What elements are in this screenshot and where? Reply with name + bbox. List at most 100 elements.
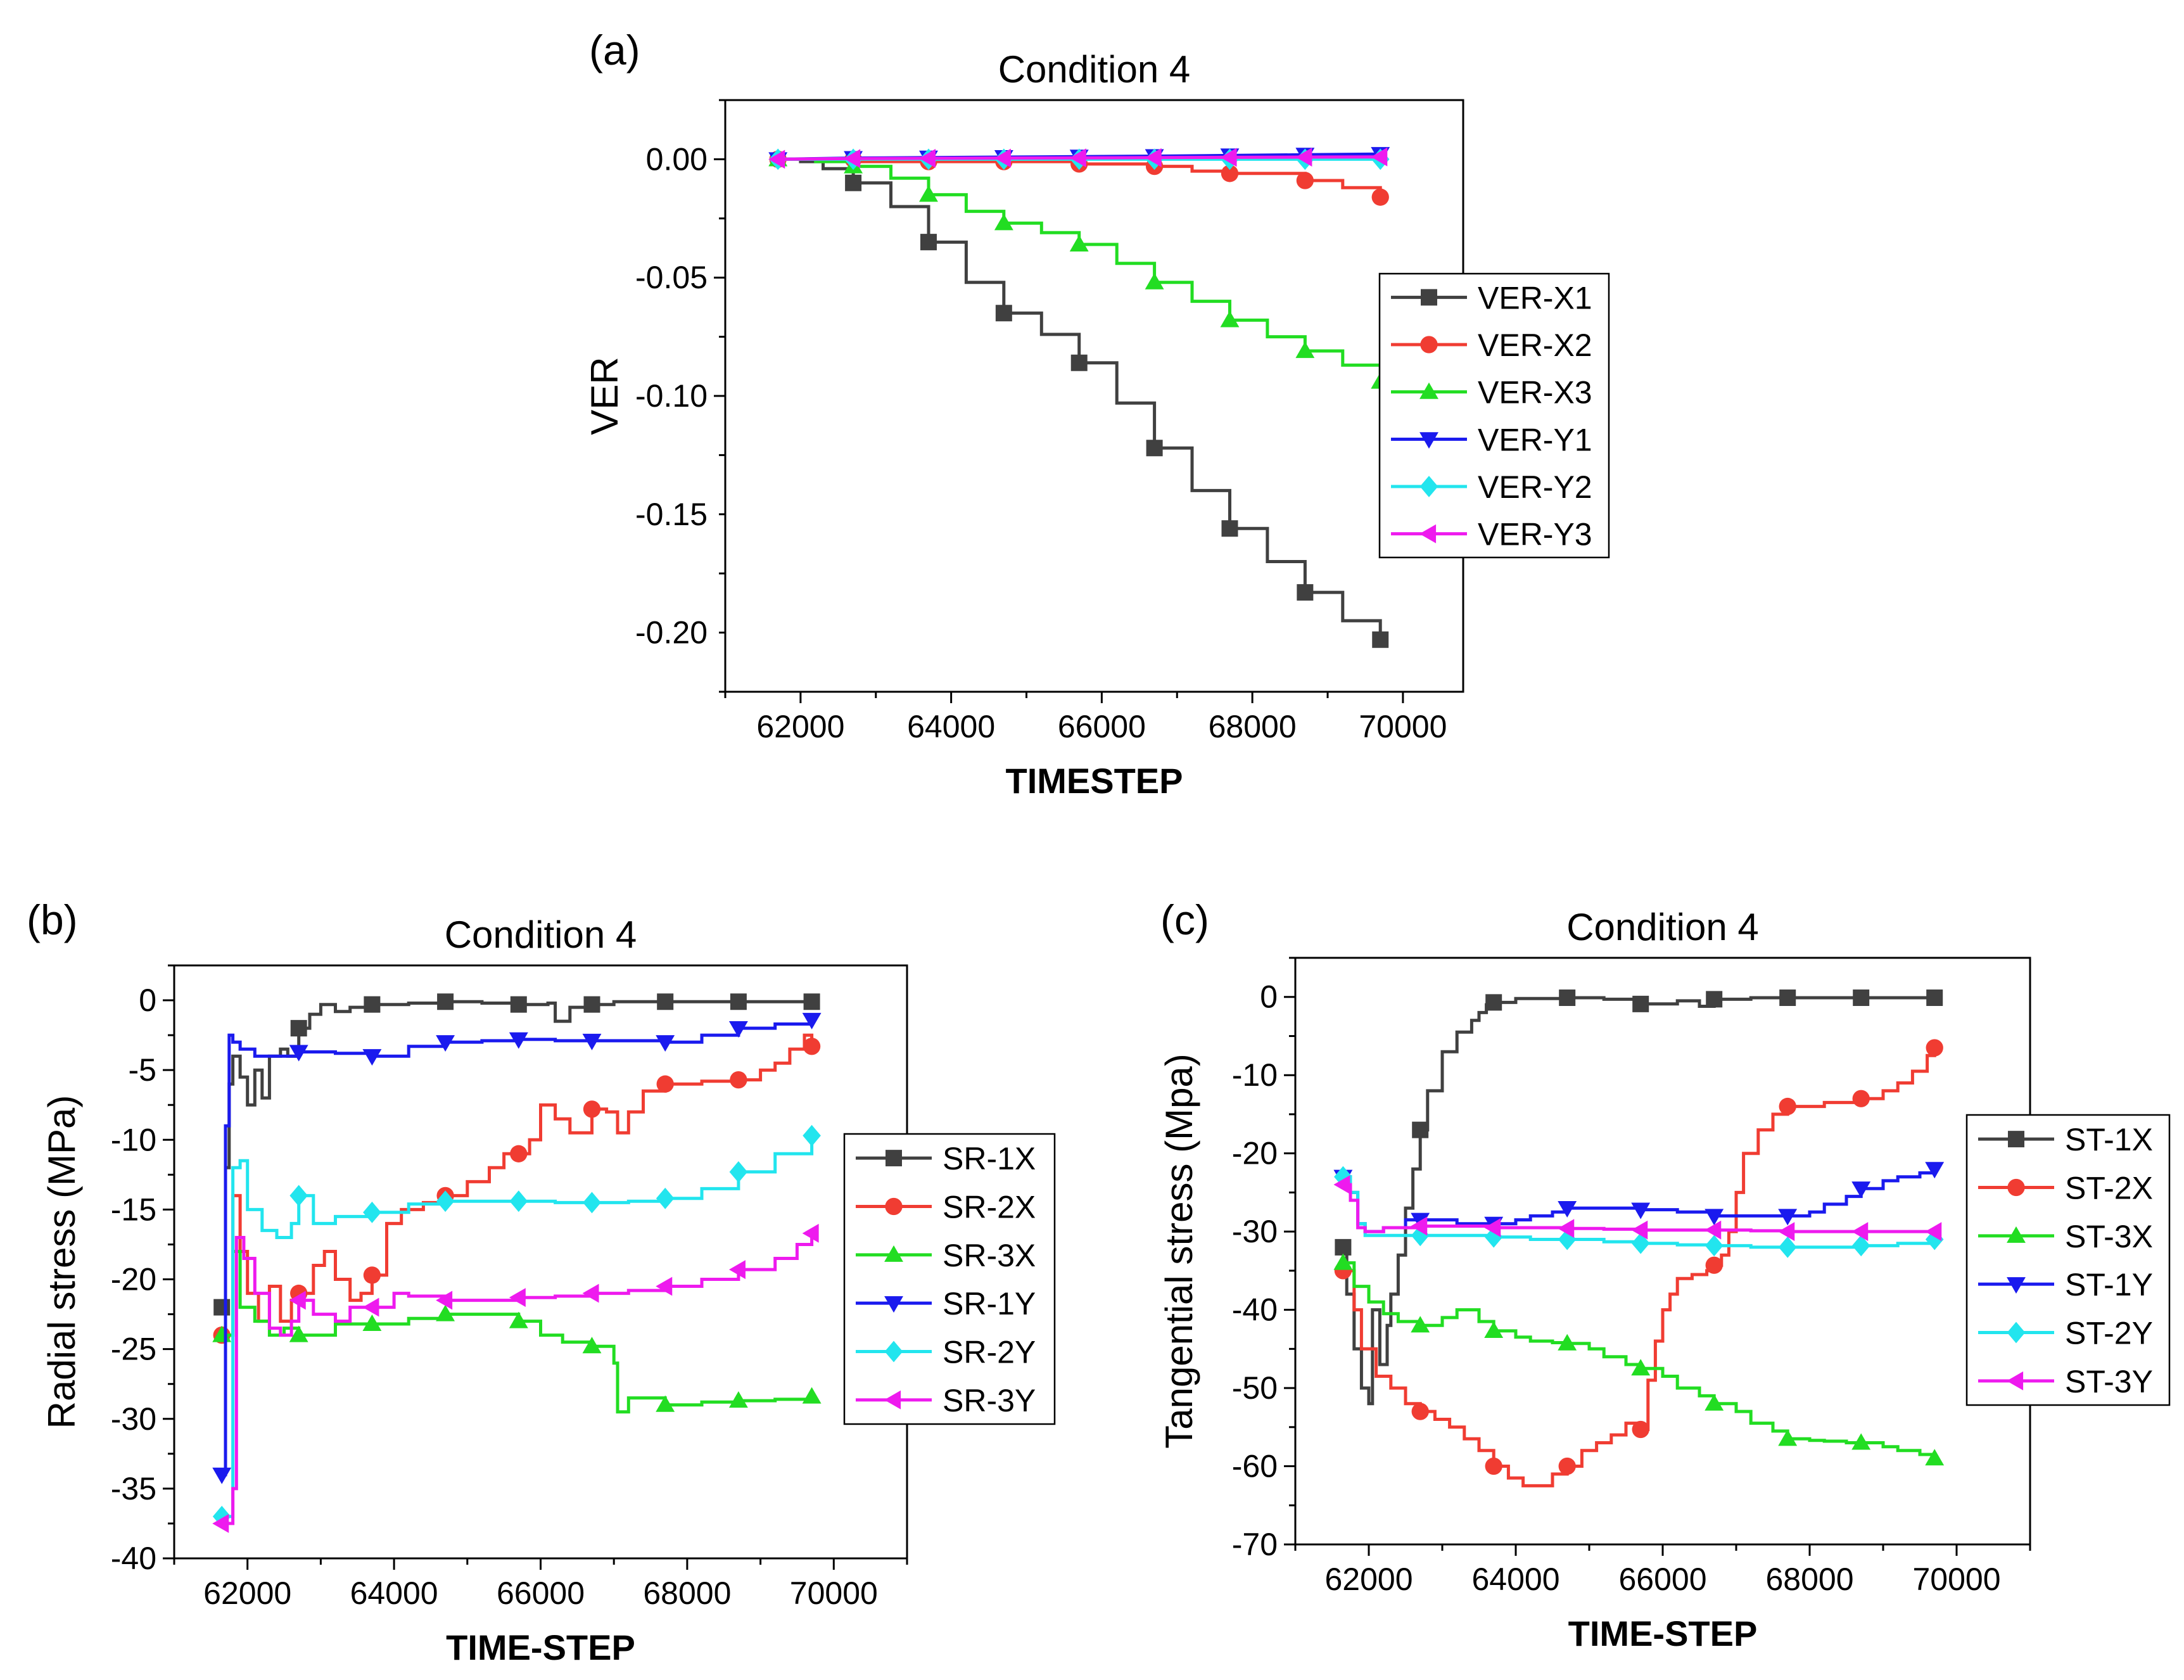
data-point-sr-2x: [803, 1038, 821, 1055]
series-line-st-3x: [1343, 1261, 1936, 1459]
data-point-st-2x: [1632, 1420, 1649, 1439]
y-tick-label: 0: [139, 983, 156, 1018]
y-tick-label: -40: [1232, 1292, 1278, 1328]
data-point-sr-1x: [657, 993, 674, 1010]
x-tick-label: 68000: [643, 1575, 731, 1611]
data-point-sr-3x: [802, 1387, 822, 1404]
data-point-ver-x1: [1297, 584, 1314, 601]
data-point-sr-1x: [290, 1020, 307, 1037]
legend-swatch-marker: [884, 1245, 903, 1262]
x-axis-title: TIMESTEP: [1005, 761, 1183, 801]
panel-label: (b): [27, 896, 78, 943]
data-point-st-1y: [1925, 1162, 1945, 1179]
data-point-st-1x: [1853, 989, 1870, 1006]
data-point-ver-x1: [845, 174, 862, 191]
data-point-st-3x: [1925, 1449, 1945, 1466]
data-point-ver-x3: [994, 213, 1013, 231]
y-axis-title: Radial stress (MPa): [41, 1095, 83, 1429]
legend-swatch-marker: [1420, 336, 1438, 353]
y-tick-label: -20: [1232, 1136, 1278, 1171]
data-point-ver-x3: [919, 185, 938, 202]
legend-label: VER-Y1: [1478, 422, 1592, 457]
data-point-sr-3x: [656, 1395, 675, 1412]
data-point-sr-1x: [803, 993, 820, 1010]
data-point-st-1x: [1559, 989, 1576, 1006]
series-line-sr-3y: [222, 1233, 814, 1525]
legend: VER-X1 VER-X2 VER-X3 VER-Y1 VER-Y2 VER-Y3: [1378, 272, 1610, 559]
data-point-ver-x1: [1070, 354, 1088, 371]
series-line-sr-1y: [222, 1019, 814, 1477]
data-point-ver-x3: [1295, 341, 1315, 359]
data-point-ver-y3: [1069, 148, 1086, 168]
x-tick-label: 64000: [350, 1575, 438, 1611]
legend-label: ST-3X: [2065, 1219, 2153, 1254]
data-point-sr-2x: [656, 1075, 674, 1093]
legend-swatch-marker: [1419, 382, 1438, 399]
data-point-st-3x: [1484, 1321, 1504, 1338]
data-point-st-1x: [1485, 994, 1502, 1011]
data-point-st-2x: [1705, 1256, 1723, 1274]
data-point-sr-2y: [729, 1161, 748, 1183]
data-point-sr-1x: [364, 996, 381, 1013]
data-point-sr-2y: [583, 1192, 601, 1214]
data-point-sr-3x: [289, 1325, 308, 1342]
legend-label: VER-X3: [1478, 375, 1592, 410]
y-tick-label: -0.15: [635, 497, 708, 532]
y-tick-label: -30: [1232, 1214, 1278, 1249]
y-tick-label: -5: [129, 1052, 156, 1088]
x-tick-label: 68000: [1765, 1562, 1853, 1597]
x-axis-title: TIME-STEP: [1568, 1613, 1758, 1653]
panel-label: (c): [1160, 896, 1209, 943]
y-axis-title: Tangential stress (Mpa): [1158, 1053, 1200, 1449]
data-point-st-3y: [1778, 1222, 1795, 1242]
legend-swatch-marker: [2007, 1226, 2026, 1243]
data-point-st-3x: [1333, 1253, 1353, 1270]
data-point-ver-y3: [1145, 148, 1162, 167]
data-point-ver-y3: [994, 148, 1011, 168]
data-point-st-1x: [1779, 989, 1796, 1006]
data-point-sr-1y: [289, 1045, 308, 1062]
x-axis-title: TIME-STEP: [446, 1627, 635, 1667]
data-point-sr-2y: [509, 1190, 528, 1212]
data-point-st-3y: [1631, 1220, 1648, 1240]
data-point-sr-1y: [212, 1467, 232, 1484]
series-layer: [768, 147, 1390, 648]
data-point-ver-y3: [1371, 147, 1388, 167]
legend-swatch-marker: [2007, 1178, 2025, 1197]
y-tick-label: -0.20: [635, 615, 708, 651]
data-point-ver-x2: [1296, 172, 1314, 189]
legend-swatch-marker: [1419, 432, 1438, 449]
series-layer: [1333, 989, 1945, 1487]
x-tick-label: 66000: [1618, 1562, 1706, 1597]
data-point-st-3x: [1778, 1429, 1798, 1446]
legend-swatch-marker: [1421, 289, 1437, 306]
legend-swatch-marker: [2007, 1321, 2026, 1344]
x-tick-label: 70000: [790, 1575, 878, 1611]
data-point-st-1y: [1558, 1201, 1577, 1218]
legend-label: VER-Y3: [1478, 517, 1592, 552]
x-tick-label: 70000: [1359, 709, 1447, 744]
data-point-st-2y: [1851, 1235, 1870, 1257]
data-point-st-1x: [1926, 989, 1943, 1006]
data-point-sr-3y: [212, 1513, 229, 1533]
legend-swatch-marker: [885, 1197, 903, 1216]
y-tick-label: 0: [1260, 979, 1278, 1015]
data-point-st-3x: [1558, 1333, 1577, 1351]
legend-label: SR-2X: [943, 1190, 1036, 1225]
data-point-st-3y: [1484, 1218, 1501, 1237]
data-point-sr-1y: [436, 1035, 455, 1052]
y-tick-label: -0.05: [635, 260, 708, 295]
data-point-sr-3y: [802, 1223, 819, 1243]
data-point-st-1y: [1631, 1202, 1651, 1219]
data-point-ver-y3: [1295, 148, 1312, 167]
data-point-st-2x: [1779, 1097, 1796, 1116]
chart-panel-b: (b) Condition 4 62000 64000 66000 68000 70000 0…: [27, 896, 1056, 1667]
y-tick-label: -35: [111, 1471, 156, 1506]
y-tick-label: -20: [111, 1262, 156, 1297]
chart-title: Condition 4: [1566, 906, 1759, 948]
legend-swatch-marker: [886, 1150, 902, 1167]
data-point-st-2y: [1411, 1225, 1430, 1247]
chart-panel-c: (c) Condition 4 62000 64000 66000 68000 70000 0…: [1158, 896, 2171, 1653]
legend-label: VER-Y2: [1478, 469, 1592, 505]
